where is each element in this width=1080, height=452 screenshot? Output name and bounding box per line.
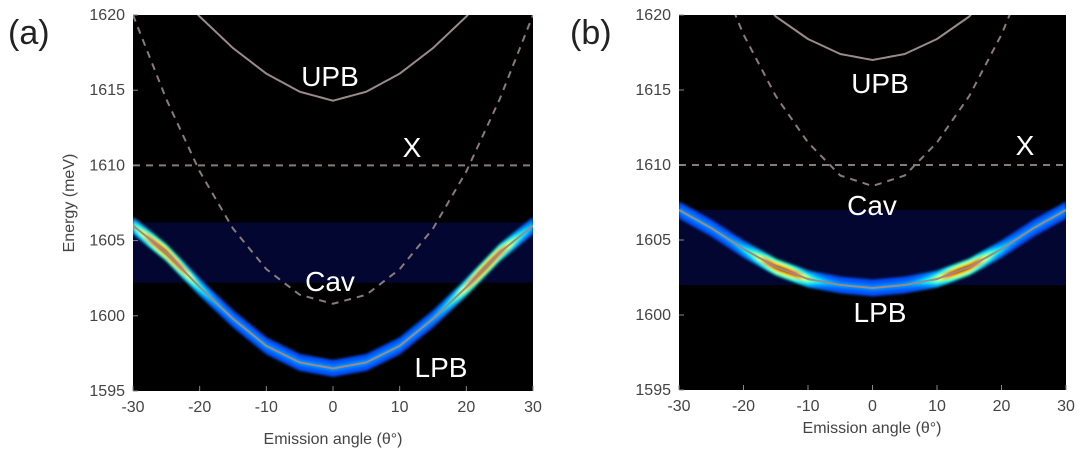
upb-label-a: UPB xyxy=(301,61,359,92)
x-tick-label: 10 xyxy=(391,399,409,416)
x-tick-label: -10 xyxy=(255,399,278,416)
x-tick-label: 0 xyxy=(868,398,877,415)
x-label-b: X xyxy=(1016,130,1035,161)
y-axis-title-a: Energy (meV) xyxy=(61,154,78,253)
x-tick-label: -20 xyxy=(732,398,755,415)
x-axis-title-a: Emission angle (θ°) xyxy=(264,431,403,448)
x-tick-label: 30 xyxy=(1057,398,1075,415)
x-axis-title-b: Emission angle (θ°) xyxy=(803,420,942,437)
x-tick-label: -10 xyxy=(796,398,819,415)
x-tick-label: 20 xyxy=(993,398,1011,415)
x-tick-label: 30 xyxy=(524,399,542,416)
x-tick-label: 10 xyxy=(928,398,946,415)
panel-a: (a) -30 -20 -10 0 10 20 30 1595 1600 1605 1610 1615… xyxy=(8,7,542,448)
upb-label-b: UPB xyxy=(851,68,909,99)
x-tick-label: 20 xyxy=(457,399,475,416)
y-tick-label: 1605 xyxy=(89,233,125,250)
y-tick-label: 1600 xyxy=(635,307,671,324)
y-tick-label: 1620 xyxy=(635,7,671,24)
series-line-upb xyxy=(196,15,470,102)
y-tick-label: 1600 xyxy=(89,308,125,325)
y-tick-label: 1615 xyxy=(89,82,125,99)
x-tick-label: -30 xyxy=(121,399,144,416)
y-tick-label: 1605 xyxy=(635,232,671,249)
panel-b: (b) -30 -20 -10 0 10 20 30 1595 1600 1605 1610 1615… xyxy=(570,7,1075,437)
y-tick-label: 1595 xyxy=(635,382,671,399)
series-line-cav xyxy=(133,15,533,305)
panel-tag-b: (b) xyxy=(570,14,612,52)
series-line-lpb xyxy=(133,224,533,370)
y-tick-label: 1610 xyxy=(635,157,671,174)
plot-background-b xyxy=(679,15,1066,390)
series-line-upb xyxy=(773,15,972,62)
y-tick-label: 1615 xyxy=(635,82,671,99)
x-tick-label: 0 xyxy=(329,399,338,416)
y-tick-label: 1620 xyxy=(89,7,125,24)
plot-area-a xyxy=(133,15,533,377)
x-tick-label: -30 xyxy=(667,398,690,415)
series-line-lpb xyxy=(679,209,1066,290)
cav-label-b: Cav xyxy=(847,190,897,221)
y-tick-label: 1610 xyxy=(89,157,125,174)
lpb-label-a: LPB xyxy=(415,352,468,383)
axes-b: -30 -20 -10 0 10 20 30 1595 1600 1605 1610 1615 1620 xyxy=(635,7,1075,415)
weak-emission-band xyxy=(133,222,533,283)
plot-area-b xyxy=(679,15,1066,297)
x-label-a: X xyxy=(403,132,422,163)
plot-background-a xyxy=(133,15,533,391)
y-tick-label: 1595 xyxy=(89,383,125,400)
axes-a: -30 -20 -10 0 10 20 30 1595 1600 1605 1610 1615 1620 xyxy=(89,7,542,416)
panel-tag-a: (a) xyxy=(8,14,50,52)
x-tick-label: -20 xyxy=(188,399,211,416)
lpb-label-b: LPB xyxy=(854,297,907,328)
cav-label-a: Cav xyxy=(305,266,355,297)
